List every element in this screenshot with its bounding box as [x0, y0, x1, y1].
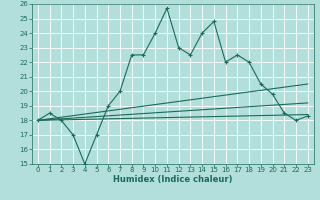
X-axis label: Humidex (Indice chaleur): Humidex (Indice chaleur): [113, 175, 233, 184]
